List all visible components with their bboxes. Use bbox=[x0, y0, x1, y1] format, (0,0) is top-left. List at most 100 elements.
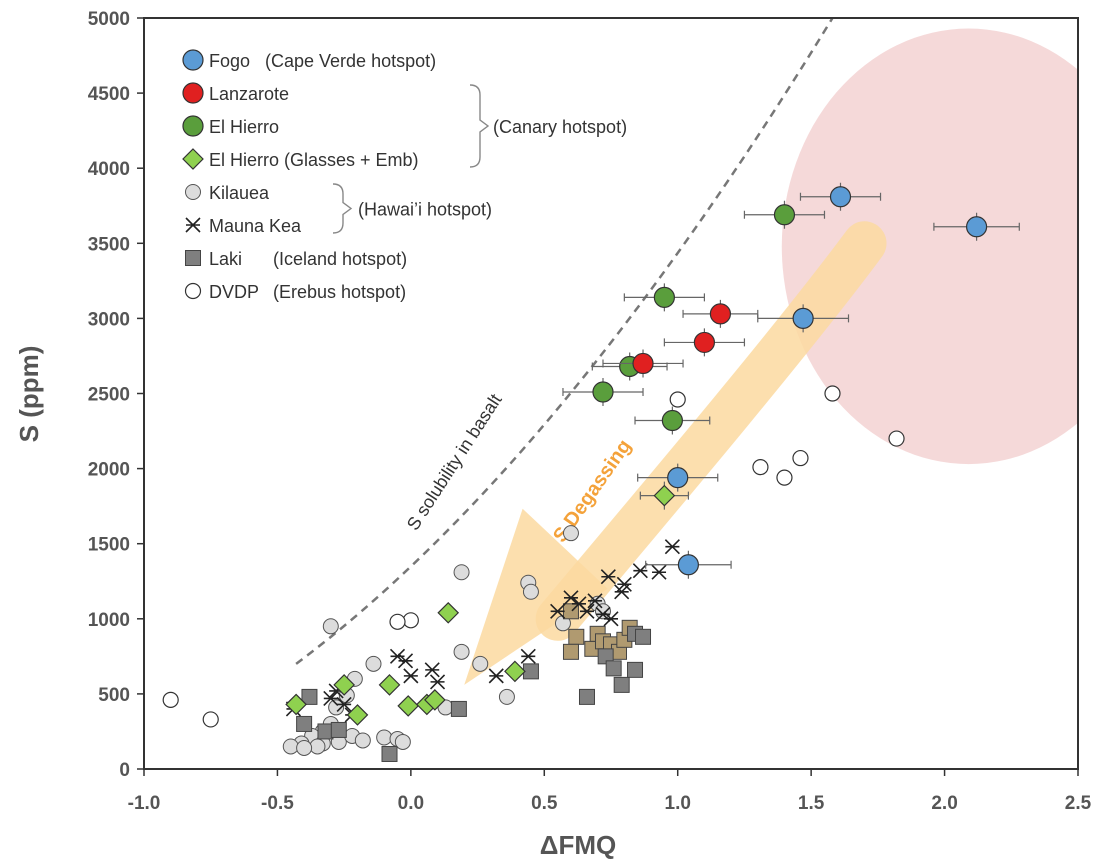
x-tick-label: 0.5 bbox=[531, 793, 558, 814]
data-point-maunakea bbox=[664, 539, 680, 555]
data-point-hierro bbox=[592, 381, 614, 403]
y-tick-label: 500 bbox=[98, 685, 130, 706]
legend-marker-hierro_glass bbox=[182, 148, 204, 170]
data-point-hierro_glass bbox=[504, 660, 526, 683]
series-layer bbox=[162, 182, 1020, 762]
data-point-kilauea bbox=[562, 525, 579, 542]
legend-marker-laki bbox=[185, 250, 201, 266]
data-point-maunakea bbox=[632, 563, 648, 579]
data-point-kilauea bbox=[394, 733, 411, 750]
degassing-arrow-shaft bbox=[535, 221, 887, 641]
y-tick-label: 5000 bbox=[88, 9, 130, 30]
legend-item-laki: Laki (Iceland hotspot) bbox=[185, 249, 407, 269]
data-point-dvdp bbox=[162, 691, 179, 709]
data-point-laki bbox=[450, 700, 467, 717]
data-point-fogo bbox=[792, 307, 814, 329]
y-axis-title: S (ppm) bbox=[14, 346, 44, 443]
data-point-dvdp bbox=[776, 469, 793, 486]
data-point-kilauea bbox=[309, 738, 326, 755]
data-point-dvdp bbox=[402, 612, 419, 629]
legend-marker-lanzarote bbox=[182, 82, 204, 104]
data-point-laki bbox=[330, 721, 347, 738]
data-point-maunakea bbox=[616, 576, 632, 592]
series-maunakea bbox=[285, 539, 680, 723]
y-tick-label: 4500 bbox=[88, 84, 130, 105]
data-point-laki bbox=[635, 628, 652, 645]
legend-label: Mauna Kea bbox=[209, 216, 302, 236]
legend-marker-kilauea bbox=[185, 184, 201, 200]
data-point-laki bbox=[605, 660, 622, 677]
series-dvdp bbox=[162, 385, 905, 728]
data-point-laki bbox=[301, 688, 318, 705]
x-axis-title: ΔFMQ bbox=[540, 830, 616, 860]
data-point-maunakea bbox=[550, 603, 566, 619]
series-hierro bbox=[562, 200, 826, 435]
data-point-hierro_glass bbox=[285, 693, 307, 716]
data-point-laki bbox=[613, 676, 630, 693]
legend-item-hierro_glass: El Hierro (Glasses + Emb) bbox=[182, 148, 419, 170]
y-tick-label: 2000 bbox=[88, 460, 130, 481]
legend-item-fogo: Fogo (Cape Verde hotspot) bbox=[182, 49, 436, 71]
series-fogo bbox=[637, 182, 1020, 579]
legend-group-label: (Cape Verde hotspot) bbox=[265, 51, 436, 71]
data-point-maunakea bbox=[587, 593, 603, 609]
data-point-dvdp bbox=[202, 711, 219, 728]
data-point-maunakea bbox=[579, 603, 595, 619]
data-point-hierro_glass bbox=[437, 601, 460, 624]
data-point-fogo bbox=[965, 216, 988, 238]
x-tick-label: 1.5 bbox=[798, 793, 825, 814]
legend-marker-fogo bbox=[182, 49, 204, 71]
data-point-hierro_glass bbox=[397, 695, 420, 717]
legend-marker-maunakea bbox=[185, 217, 201, 233]
series-lanzarote bbox=[602, 299, 759, 378]
data-point-maunakea bbox=[520, 648, 536, 664]
data-point-dvdp bbox=[752, 458, 769, 476]
hawaii-bracket-label: (Hawai’i hotspot) bbox=[358, 200, 492, 220]
legend-label: Laki bbox=[209, 249, 242, 269]
data-point-laki bbox=[562, 643, 579, 660]
legend-item-dvdp: DVDP (Erebus hotspot) bbox=[184, 282, 406, 302]
data-point-kilauea bbox=[296, 739, 313, 756]
data-point-maunakea bbox=[651, 564, 667, 580]
data-point-kilauea bbox=[522, 583, 539, 600]
solubility-label: S solubility in basalt bbox=[403, 390, 506, 533]
data-point-maunakea bbox=[429, 674, 446, 690]
y-tick-label: 4000 bbox=[88, 159, 130, 180]
data-point-hierro_glass bbox=[378, 674, 401, 696]
data-point-laki bbox=[381, 745, 398, 762]
data-point-hierro_glass bbox=[424, 689, 446, 711]
series-kilauea bbox=[282, 525, 611, 756]
y-tick-label: 0 bbox=[119, 760, 130, 781]
canary-bracket bbox=[469, 84, 490, 168]
data-point-laki bbox=[627, 661, 644, 678]
data-point-kilauea bbox=[365, 655, 382, 672]
legend-label: Lanzarote bbox=[209, 84, 289, 104]
legend-label: Kilauea bbox=[209, 183, 270, 203]
data-point-lanzarote bbox=[632, 352, 654, 375]
x-tick-label: 0.0 bbox=[398, 793, 424, 814]
data-point-kilauea bbox=[472, 655, 489, 672]
data-point-dvdp bbox=[792, 449, 809, 467]
canary-bracket-label: (Canary hotspot) bbox=[493, 117, 627, 137]
data-point-maunakea bbox=[603, 611, 619, 627]
x-tick-label: -1.0 bbox=[128, 793, 161, 814]
data-point-hierro_glass bbox=[346, 704, 369, 726]
data-point-dvdp bbox=[389, 613, 406, 630]
data-point-laki bbox=[568, 628, 585, 645]
data-point-maunakea bbox=[336, 696, 352, 712]
data-point-lanzarote bbox=[693, 331, 716, 354]
data-point-maunakea bbox=[488, 668, 504, 684]
data-point-maunakea bbox=[403, 668, 419, 684]
data-point-hierro_glass bbox=[333, 674, 355, 696]
legend: Fogo (Cape Verde hotspot) Lanzarote El Hier… bbox=[182, 49, 627, 302]
data-point-lanzarote bbox=[709, 303, 732, 325]
data-point-hierro_glass bbox=[653, 484, 676, 507]
data-point-kilauea bbox=[376, 729, 393, 746]
legend-group-label: (Iceland hotspot) bbox=[273, 249, 407, 269]
x-tick-label: 2.0 bbox=[931, 793, 957, 814]
hawaii-bracket bbox=[332, 183, 353, 234]
data-point-hierro bbox=[653, 286, 675, 308]
data-point-fogo bbox=[677, 554, 699, 576]
data-point-dvdp bbox=[824, 385, 841, 402]
